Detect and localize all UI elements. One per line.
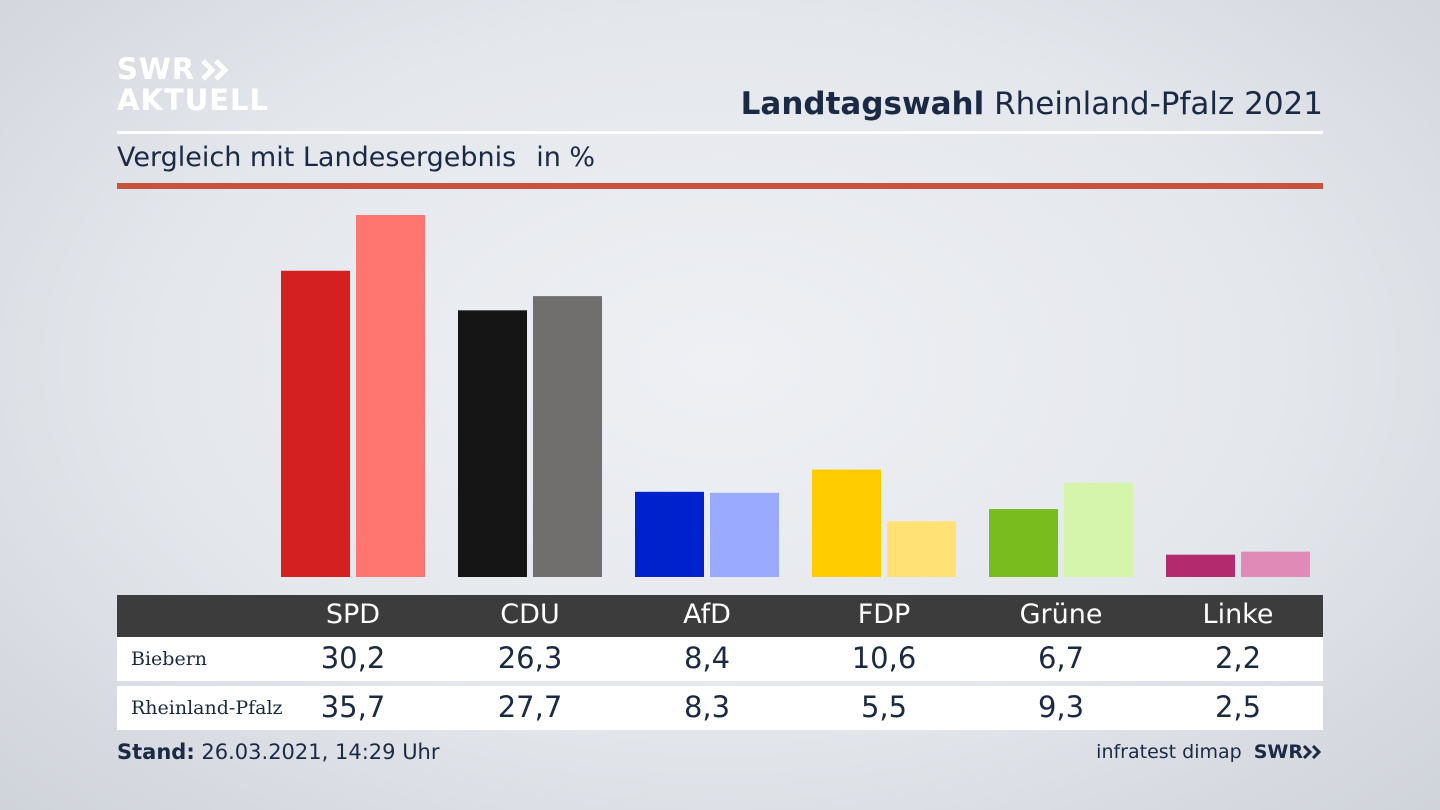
- timestamp: Stand: 26.03.2021, 14:29 Uhr: [117, 740, 440, 764]
- party-header-row: SPD CDU AfD FDP Grüne Linke: [117, 595, 1323, 637]
- source-text: infratest dimap: [1096, 741, 1242, 763]
- stand-value: 26.03.2021, 14:29 Uhr: [201, 740, 440, 764]
- value-label-gruene-biebern: 6,7: [1037, 641, 1085, 675]
- value-label-linke-biebern: 2,2: [1214, 641, 1262, 675]
- table-row: Rheinland-Pfalz 35,7 27,7 8,3 5,5 9,3 2,5: [117, 686, 1323, 730]
- header-divider: [117, 131, 1323, 134]
- category-label-afd: AfD: [683, 599, 731, 630]
- accent-rule: [117, 183, 1323, 189]
- bar-spd-rheinland-pfalz: [356, 215, 425, 577]
- title-bold: Landtagswahl: [740, 86, 985, 122]
- title-rest: Rheinland-Pfalz 2021: [994, 86, 1323, 122]
- brand-text: SWR: [1253, 741, 1303, 763]
- value-label-spd-biebern: 30,2: [320, 641, 386, 675]
- bar-gruene-rheinland-pfalz: [1064, 482, 1133, 577]
- chart-subtitle: Vergleich mit Landesergebnis in %: [117, 142, 595, 173]
- subtitle-unit: in %: [536, 142, 596, 173]
- bar-fdp-rheinland-pfalz: [887, 521, 956, 577]
- stand-label: Stand:: [117, 740, 195, 764]
- chart-title: Landtagswahl Rheinland-Pfalz 2021: [741, 86, 1323, 122]
- bar-cdu-rheinland-pfalz: [533, 296, 602, 577]
- value-label-fdp-biebern: 10,6: [851, 641, 917, 675]
- bar-cdu-biebern: [458, 310, 527, 577]
- bar-afd-rheinland-pfalz: [710, 492, 779, 577]
- value-label-linke-rheinland-pfalz: 2,5: [1214, 690, 1262, 724]
- row-label: Rheinland-Pfalz: [131, 697, 283, 719]
- bar-linke-biebern: [1166, 554, 1235, 577]
- bar-gruene-biebern: [989, 509, 1058, 577]
- bar-afd-biebern: [635, 491, 704, 577]
- value-label-cdu-biebern: 26,3: [497, 641, 563, 675]
- value-label-fdp-rheinland-pfalz: 5,5: [860, 690, 908, 724]
- bar-chart: [281, 215, 1310, 577]
- logo-line2: AKTUELL: [117, 83, 270, 117]
- double-chevron-icon: [1303, 745, 1322, 759]
- value-label-cdu-rheinland-pfalz: 27,7: [497, 690, 563, 724]
- category-label-fdp: FDP: [857, 599, 911, 630]
- category-label-spd: SPD: [325, 599, 381, 630]
- bar-linke-rheinland-pfalz: [1241, 551, 1310, 577]
- bar-fdp-biebern: [812, 469, 881, 577]
- subtitle-text: Vergleich mit Landesergebnis: [117, 142, 517, 173]
- value-label-spd-rheinland-pfalz: 35,7: [320, 690, 386, 724]
- value-label-afd-rheinland-pfalz: 8,3: [683, 690, 731, 724]
- swr-aktuell-logo: SWR AKTUELL: [117, 54, 269, 116]
- brand-mark: SWR: [1254, 741, 1323, 763]
- value-label-gruene-rheinland-pfalz: 9,3: [1037, 690, 1085, 724]
- category-label-cdu: CDU: [500, 599, 560, 630]
- double-chevron-icon: [201, 58, 231, 81]
- value-label-afd-biebern: 8,4: [683, 641, 731, 675]
- logo-line1: SWR: [117, 52, 196, 86]
- row-label: Biebern: [131, 648, 208, 670]
- category-label-gruene: Grüne: [1019, 599, 1103, 630]
- category-label-linke: Linke: [1202, 599, 1274, 630]
- bar-spd-biebern: [281, 270, 350, 577]
- table-row: Biebern 30,2 26,3 8,4 10,6 6,7 2,2: [117, 637, 1323, 681]
- source-credit: infratest dimap SWR: [1096, 741, 1323, 763]
